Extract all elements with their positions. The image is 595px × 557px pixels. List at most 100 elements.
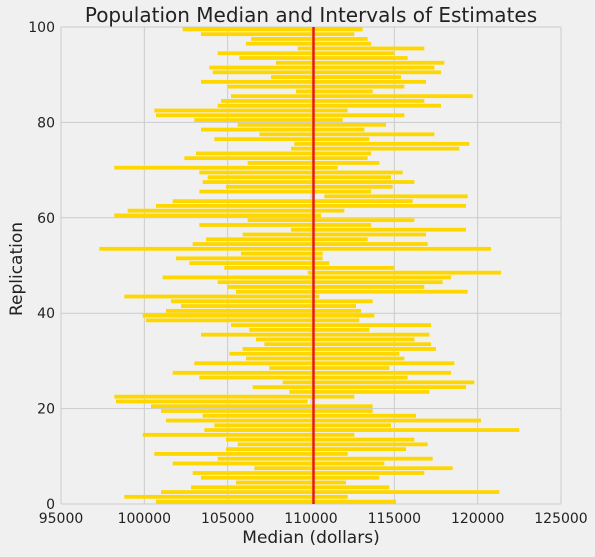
interval-bar — [172, 370, 451, 375]
interval-bar — [146, 318, 360, 323]
interval-bar — [201, 127, 365, 132]
interval-bar — [161, 409, 373, 413]
interval-bar — [201, 332, 430, 337]
interval-bar — [236, 289, 468, 294]
interval-bar — [127, 208, 345, 213]
interval-bar — [276, 60, 445, 65]
interval-bar — [251, 37, 368, 41]
interval-bar — [162, 275, 451, 280]
interval-bar — [217, 280, 443, 285]
interval-bar — [199, 375, 408, 380]
x-tick-label: 120000 — [451, 511, 504, 527]
interval-bar — [224, 265, 395, 270]
x-tick-label: 95000 — [39, 511, 84, 527]
interval-bar — [154, 452, 348, 456]
ticks-layer: 95000 100000 105000 110000 115000 120000 12500… — [28, 20, 587, 527]
y-axis-label: Replication — [7, 222, 27, 316]
interval-bar — [282, 380, 475, 385]
interval-bar — [259, 132, 435, 137]
interval-bar — [249, 327, 370, 332]
interval-bar — [199, 170, 403, 175]
interval-bar — [239, 56, 408, 60]
interval-bar — [124, 294, 320, 299]
y-tick-label: 0 — [46, 497, 55, 513]
interval-bar — [176, 256, 323, 261]
interval-bar — [161, 490, 500, 494]
interval-bar — [199, 223, 371, 227]
interval-bar — [324, 194, 468, 199]
interval-bar — [269, 366, 390, 370]
interval-bar — [202, 413, 416, 418]
interval-bar — [209, 65, 435, 70]
interval-bar — [264, 342, 431, 347]
interval-bar — [181, 304, 356, 308]
interval-bar — [227, 84, 405, 89]
interval-bar — [199, 189, 371, 194]
interval-bar — [247, 218, 415, 223]
interval-bar — [114, 165, 338, 170]
interval-bar — [156, 203, 466, 208]
interval-bar — [297, 46, 425, 51]
interval-bar — [182, 27, 363, 32]
interval-bar — [214, 423, 391, 428]
interval-bar — [256, 337, 415, 342]
interval-bar — [191, 485, 390, 490]
interval-bar — [226, 447, 406, 452]
interval-bar — [204, 428, 520, 432]
interval-bar — [246, 41, 371, 46]
interval-bar — [221, 99, 425, 103]
interval-bar — [226, 437, 415, 442]
interval-bar — [294, 141, 470, 146]
interval-bar — [226, 184, 393, 189]
interval-bar — [252, 385, 466, 390]
interval-bar — [194, 118, 343, 122]
x-tick-label: 125000 — [534, 511, 587, 527]
interval-bar — [231, 323, 431, 328]
interval-bar — [227, 285, 425, 289]
chart-title: Population Median and Intervals of Estim… — [85, 3, 537, 27]
interval-bar — [291, 146, 460, 151]
interval-bar — [189, 261, 330, 266]
interval-bar — [192, 471, 425, 475]
interval-bar — [307, 270, 501, 275]
interval-bar — [237, 442, 428, 447]
interval-bar — [207, 175, 391, 180]
interval-bar — [217, 51, 395, 56]
interval-bar — [236, 480, 346, 485]
interval-bar — [291, 227, 466, 232]
interval-bar — [171, 299, 373, 304]
x-tick-label: 100000 — [118, 511, 171, 527]
bars-layer — [99, 27, 520, 504]
interval-bar — [217, 456, 433, 461]
x-tick-label: 110000 — [284, 511, 337, 527]
interval-bar — [116, 399, 308, 404]
interval-bar — [196, 151, 371, 156]
interval-bar — [217, 103, 441, 108]
interval-bar — [271, 75, 401, 79]
y-tick-label: 40 — [37, 306, 55, 322]
interval-bar — [99, 246, 491, 251]
interval-bar — [296, 89, 373, 94]
interval-bar — [192, 242, 428, 246]
y-tick-label: 100 — [28, 20, 55, 36]
x-axis-label: Median (dollars) — [242, 528, 379, 548]
interval-bar — [212, 70, 441, 75]
interval-bar — [154, 108, 348, 113]
y-tick-label: 80 — [37, 115, 55, 131]
interval-bar — [206, 237, 368, 242]
interval-bar — [156, 113, 405, 118]
interval-bar — [241, 251, 323, 256]
interval-bar — [114, 213, 321, 218]
interval-bar — [166, 308, 361, 313]
interval-bar — [114, 394, 355, 399]
x-tick-label: 115000 — [368, 511, 421, 527]
interval-bar — [124, 494, 348, 499]
interval-bar — [289, 389, 430, 394]
interval-bar — [201, 32, 355, 37]
interval-bar — [156, 499, 396, 504]
interval-bar — [166, 418, 481, 423]
interval-bar — [242, 347, 436, 351]
interval-bar — [184, 156, 368, 161]
interval-bar — [254, 466, 453, 471]
